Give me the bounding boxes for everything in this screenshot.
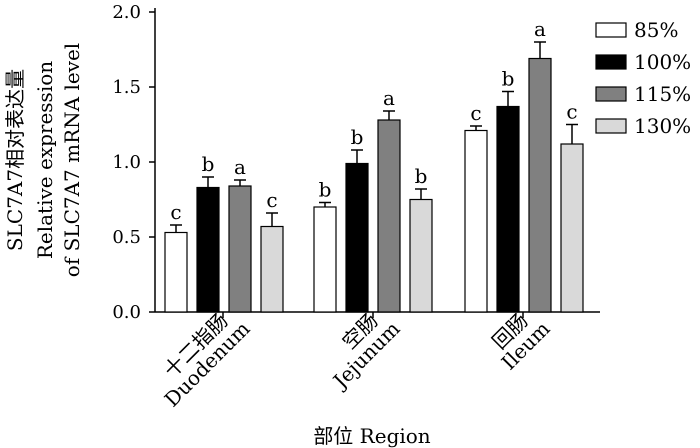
bar: [464, 129, 488, 313]
bar: [313, 206, 337, 313]
significance-letter: b: [351, 125, 364, 149]
significance-letter: c: [566, 100, 577, 124]
legend-swatch: [595, 22, 627, 38]
significance-letter: a: [234, 155, 246, 179]
y-tick-label: 1.5: [112, 77, 141, 98]
bar: [496, 105, 520, 313]
bar: [528, 57, 552, 313]
significance-letter: a: [534, 17, 546, 41]
y-axis-title-line-2: Relative expression: [33, 61, 57, 259]
bar: [260, 225, 284, 313]
bar: [196, 186, 220, 313]
significance-letter: b: [502, 67, 515, 91]
y-ticks: 0.0 0.5 1.0 1.5 2.0: [112, 2, 155, 323]
legend-label: 100%: [634, 50, 691, 74]
legend-swatch: [595, 54, 627, 70]
bar: [164, 231, 188, 313]
bar: [560, 143, 584, 313]
significance-letter: c: [266, 188, 277, 212]
x-axis-title: 部位 Region: [313, 424, 430, 448]
legend-label: 85%: [634, 18, 678, 42]
significance-letter: c: [470, 101, 481, 125]
bar: [345, 162, 369, 313]
y-axis-title-line-1: SLC7A7相对表达量: [3, 69, 27, 251]
legend-swatch: [595, 86, 627, 102]
bar: [228, 185, 252, 313]
y-tick-label: 2.0: [112, 2, 141, 23]
y-tick-label: 1.0: [112, 152, 141, 173]
y-tick-label: 0.5: [112, 227, 141, 248]
bar: [377, 119, 401, 313]
significance-letter: c: [170, 200, 181, 224]
bar: [409, 198, 433, 313]
significance-letter: b: [319, 178, 332, 202]
y-axis-title-line-3: of SLC7A7 mRNA level: [60, 43, 84, 277]
legend-label: 115%: [634, 82, 691, 106]
legend-label: 130%: [634, 114, 691, 138]
significance-letter: b: [202, 152, 215, 176]
legend-swatch: [595, 118, 627, 134]
y-axis-title: SLC7A7相对表达量 Relative expression of SLC7A…: [3, 43, 84, 277]
y-tick-label: 0.0: [112, 302, 141, 323]
legend: 85% 100% 115% 130%: [595, 18, 691, 138]
significance-letter: a: [383, 86, 395, 110]
significance-letter: b: [415, 164, 428, 188]
